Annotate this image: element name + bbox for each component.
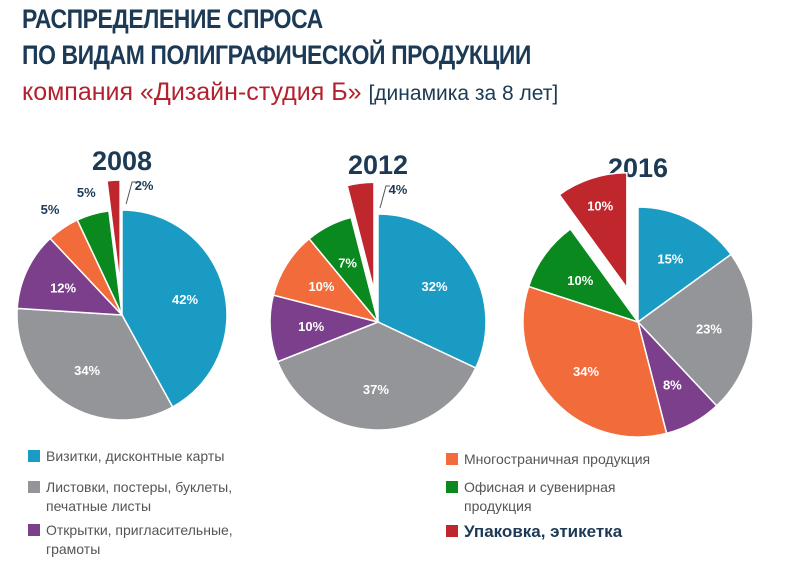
legend-label: Открытки, пригласительные, грамоты (46, 522, 233, 557)
slice-value-label: 8% (663, 377, 682, 392)
legend-item: Многостраничная продукция (446, 450, 746, 469)
leader-line (379, 185, 390, 209)
slice-value-label: 10% (298, 319, 324, 334)
legend-item: Офисная и сувенирная продукция (446, 478, 646, 516)
pie-slice (637, 206, 733, 324)
slice-value-label: 2% (135, 178, 154, 193)
legend-item: Открытки, пригласительные, грамоты (28, 521, 268, 559)
legend-item: Упаковка, этикетка (446, 522, 746, 541)
pie-slice (308, 216, 379, 323)
slice-value-label: 5% (41, 202, 60, 217)
pie-slice (377, 213, 487, 369)
pie-slice (16, 307, 174, 421)
legend-swatch (446, 481, 458, 493)
subtitle-company: компания «Дизайн-студия Б» (22, 78, 362, 106)
legend-label: Многостраничная продукция (464, 451, 651, 467)
legend-label: Упаковка, этикетка (464, 522, 623, 541)
pie-slice (16, 237, 124, 316)
legend-swatch (446, 453, 458, 465)
slice-value-label: 34% (74, 363, 100, 378)
pie-slice (522, 285, 668, 438)
pie-slice (346, 181, 375, 291)
slice-value-label: 4% (389, 182, 408, 197)
title-line-2: ПО ВИДАМ ПОЛИГРАФИЧЕСКОЙ ПРОДУКЦИИ (22, 40, 531, 70)
pie-slice (76, 209, 123, 316)
pie-year-label: 2012 (348, 150, 408, 180)
slice-value-label: 10% (567, 273, 593, 288)
subtitle-note: [динамика за 8 лет] (368, 82, 559, 105)
slice-value-label: 10% (587, 199, 613, 214)
slice-value-label: 15% (657, 251, 683, 266)
legend-label: Офисная и сувенирная продукция (464, 479, 616, 514)
legend-label: Листовки, постеры, буклеты, печатные лис… (46, 479, 233, 514)
leader-line (125, 181, 137, 205)
legend-item: Листовки, постеры, буклеты, печатные лис… (28, 478, 268, 516)
slice-value-label: 23% (696, 322, 722, 337)
slice-value-label: 10% (308, 279, 334, 294)
slice-value-label: 37% (363, 382, 389, 397)
pie-slice (527, 227, 640, 324)
slice-value-label: 42% (172, 292, 198, 307)
pie-slice (121, 209, 228, 409)
slice-value-label: 12% (50, 280, 76, 295)
subtitle: компания «Дизайн-студия Б» [динамика за … (22, 78, 558, 107)
pie-slice (276, 321, 477, 431)
pie-slice (106, 179, 121, 286)
pie-slice (558, 172, 628, 291)
slice-value-label: 5% (77, 185, 96, 200)
slice-value-label: 34% (573, 364, 599, 379)
legend-swatch (28, 450, 40, 462)
slice-value-label: 32% (422, 279, 448, 294)
legend-label: Визитки, дисконтные карты (46, 448, 225, 464)
legend-item: Визитки, дисконтные карты (28, 447, 278, 466)
slice-value-label: 7% (338, 255, 357, 270)
legend-swatch (446, 525, 458, 537)
legend-swatch (28, 524, 40, 536)
pie-slice (636, 253, 754, 407)
legend-swatch (28, 481, 40, 493)
title-line-1: РАСПРЕДЕЛЕНИЕ СПРОСА (22, 4, 323, 34)
pie-year-label: 2008 (92, 146, 152, 176)
